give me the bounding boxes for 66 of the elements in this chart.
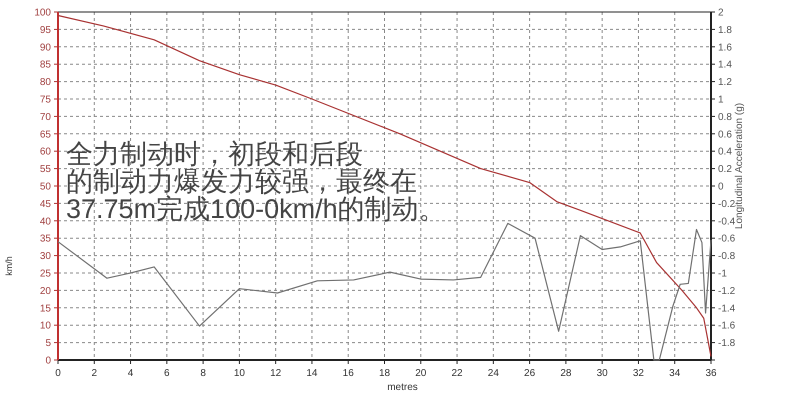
- y-tick-label: 15: [40, 303, 52, 314]
- y-tick-label: 55: [40, 164, 52, 176]
- y-tick-label: 95: [40, 24, 52, 36]
- x-tick-label: 28: [560, 368, 572, 379]
- y-tick-label: 25: [40, 268, 52, 280]
- y-tick-label: 65: [40, 129, 52, 140]
- y-axis-title: km/h: [4, 256, 14, 276]
- y2-tick-label: -0.6: [718, 234, 736, 245]
- y-tick-label: 80: [40, 77, 52, 88]
- y2-tick-label: -1.4: [718, 303, 736, 314]
- x-tick-label: 30: [596, 368, 608, 379]
- y2-tick-label: 0.2: [718, 164, 732, 176]
- x-tick-label: 2: [91, 368, 98, 379]
- x-tick-label: 6: [164, 368, 170, 379]
- y2-tick-label: 2: [718, 8, 724, 18]
- y2-tick-label: 0.4: [718, 146, 732, 158]
- y-tick-label: 20: [40, 286, 52, 297]
- y2-tick-label: -1.6: [718, 320, 736, 332]
- x-tick-label: 16: [342, 368, 354, 379]
- y-tick-label: 85: [40, 60, 52, 71]
- y2-tick-label: 0: [718, 182, 724, 192]
- y-tick-label: 75: [40, 94, 52, 106]
- y2-tick-label: -1.8: [718, 338, 736, 350]
- x-tick-label: 10: [234, 368, 246, 379]
- x-tick-label: 18: [378, 368, 390, 379]
- y2-tick-label: 0.6: [718, 129, 732, 140]
- y-tick-label: 45: [40, 198, 52, 210]
- y-tick-label: 70: [40, 112, 52, 123]
- y2-tick-label: 1.8: [718, 24, 732, 36]
- x-tick-label: 32: [632, 368, 644, 379]
- y2-tick-label: -0.2: [718, 198, 736, 210]
- annotation: 的制动力爆发力较强，最终在: [66, 166, 417, 196]
- y2-tick-label: -1.2: [718, 286, 736, 297]
- x-tick-label: 20: [415, 368, 427, 379]
- x-tick-label: 26: [524, 368, 536, 379]
- x-tick-label: 36: [705, 368, 717, 379]
- y2-axis-title: Longitudinal Acceleration (g): [734, 102, 745, 230]
- x-axis-title: metres: [387, 382, 418, 393]
- y2-tick-label: -0.4: [718, 216, 736, 228]
- y-tick-label: 90: [40, 42, 52, 54]
- y-tick-label: 0: [45, 356, 52, 366]
- x-tick-label: 34: [669, 368, 681, 379]
- y2-tick-label: -0.8: [718, 251, 736, 262]
- y2-tick-label: 0.8: [718, 112, 732, 123]
- x-tick-label: 0: [55, 368, 62, 379]
- y2-tick-label: 1.4: [718, 60, 732, 71]
- annotation: 全力制动时，初段和后段: [66, 139, 363, 169]
- x-tick-label: 24: [488, 368, 500, 379]
- y2-tick-label: 1.2: [718, 77, 732, 88]
- y-tick-label: 50: [40, 182, 52, 192]
- y2-tick-label: 1: [718, 94, 724, 106]
- y-tick-label: 60: [40, 146, 52, 158]
- y-tick-label: 100: [34, 8, 52, 18]
- y-tick-label: 5: [45, 338, 52, 350]
- annotation: 37.75m完成100-0km/h的制动。: [66, 194, 446, 224]
- y2-tick-label: 1.6: [718, 42, 732, 54]
- y-tick-label: 10: [40, 320, 52, 332]
- x-tick-label: 14: [306, 368, 318, 379]
- x-tick-label: 4: [128, 368, 134, 379]
- y-tick-label: 40: [40, 216, 52, 228]
- x-tick-label: 8: [200, 368, 206, 379]
- y2-tick-label: -1: [718, 268, 728, 280]
- x-tick-label: 22: [451, 368, 464, 379]
- y-tick-label: 30: [40, 251, 52, 262]
- y-tick-label: 35: [40, 234, 52, 245]
- x-tick-label: 12: [270, 368, 282, 379]
